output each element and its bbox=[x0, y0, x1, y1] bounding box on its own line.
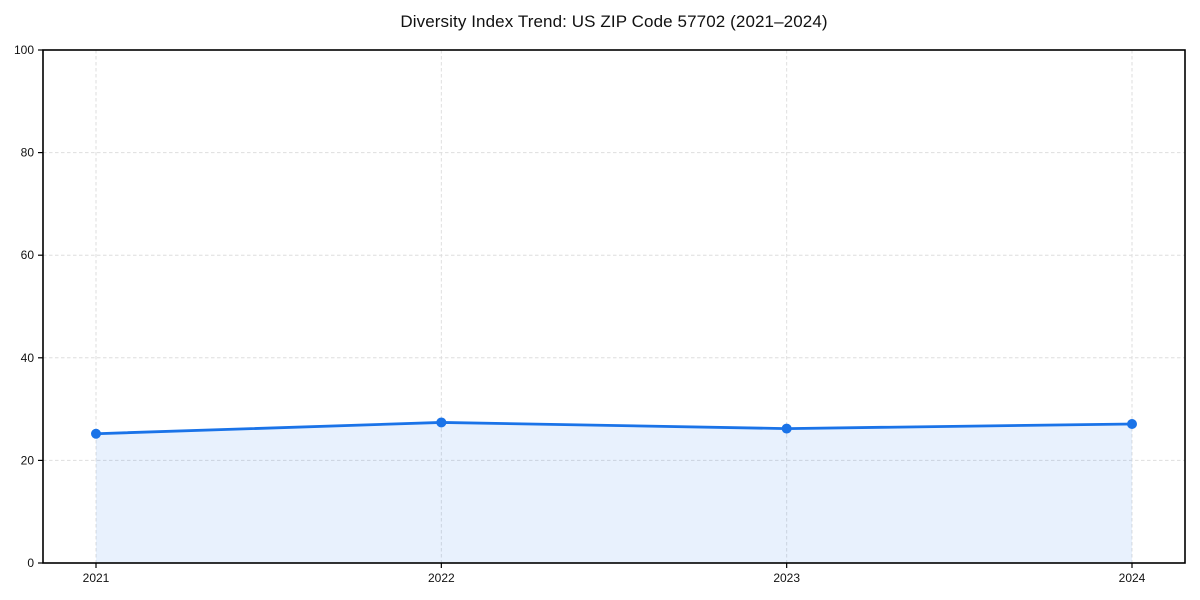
x-axis-tick-label: 2023 bbox=[773, 571, 800, 585]
y-axis-tick-label: 100 bbox=[14, 43, 34, 57]
trend-line bbox=[94, 421, 1134, 436]
plot-border bbox=[42, 49, 1186, 564]
chart-title: Diversity Index Trend: US ZIP Code 57702… bbox=[400, 12, 828, 31]
data-point-2023 bbox=[781, 423, 792, 434]
x-axis-tick-label: 2021 bbox=[83, 571, 110, 585]
area-fill bbox=[96, 422, 1132, 563]
data-point-2024 bbox=[1127, 418, 1137, 429]
y-axis-tick-label: 60 bbox=[21, 248, 35, 262]
data-point-2021 bbox=[91, 428, 101, 439]
y-axis-tick-label: 0 bbox=[27, 556, 34, 570]
x-axis-tick-label: 2022 bbox=[428, 571, 455, 585]
y-axis-tick-label: 20 bbox=[21, 453, 35, 467]
x-axis-tick-label: 2024 bbox=[1119, 571, 1146, 585]
data-point-2022 bbox=[436, 417, 447, 428]
y-axis-tick-label: 40 bbox=[21, 351, 35, 365]
y-axis-tick-label: 80 bbox=[21, 146, 35, 160]
